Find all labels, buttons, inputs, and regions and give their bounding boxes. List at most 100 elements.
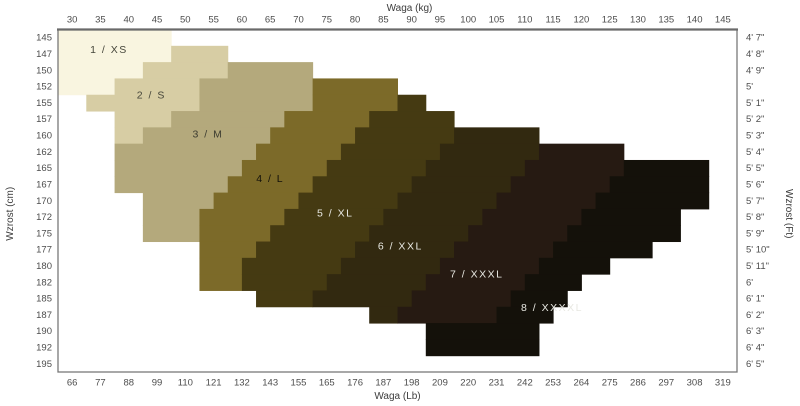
y-tick-cm: 180	[36, 261, 52, 272]
size-region-xxxxl	[567, 225, 681, 243]
size-region-xxl	[369, 306, 398, 324]
size-region-label-m: 3 / M	[193, 129, 224, 141]
y-tick-ft: 5' 5"	[746, 163, 764, 174]
y-tick-cm: 195	[36, 359, 52, 370]
x-tick-lb: 99	[152, 378, 163, 389]
size-region-label-xxl: 6 / XXL	[378, 240, 423, 252]
x-tick-kg: 60	[237, 15, 248, 26]
y-tick-cm: 147	[36, 49, 52, 60]
size-region-xxxxl	[496, 306, 554, 324]
size-region-xl	[298, 192, 398, 210]
size-region-xxl	[439, 143, 540, 161]
y-tick-cm: 187	[36, 310, 52, 321]
y-tick-ft: 4' 7"	[746, 33, 764, 44]
x-tick-lb: 187	[375, 378, 391, 389]
x-tick-lb: 242	[517, 378, 533, 389]
x-tick-kg: 50	[180, 15, 191, 26]
size-region-xxl	[454, 127, 540, 145]
size-region-l	[199, 257, 243, 275]
x-tick-lb: 121	[206, 378, 222, 389]
size-region-m	[114, 159, 243, 177]
size-region-xxxxl	[553, 241, 653, 259]
size-region-xxxl	[496, 192, 597, 210]
x-tick-kg: 35	[95, 15, 106, 26]
size-region-m	[199, 78, 314, 96]
x-tick-lb: 88	[123, 378, 134, 389]
size-region-xxl	[397, 192, 498, 210]
y-tick-cm: 170	[36, 196, 52, 207]
size-region-l	[312, 78, 398, 96]
x-axis-title-top: Waga (kg)	[387, 3, 433, 14]
y-tick-cm: 177	[36, 245, 52, 256]
x-tick-kg: 85	[378, 15, 389, 26]
x-tick-lb: 286	[630, 378, 646, 389]
x-tick-kg: 70	[293, 15, 304, 26]
size-region-xxxxl	[524, 274, 582, 291]
y-tick-cm: 165	[36, 163, 52, 174]
size-region-xxl	[355, 241, 455, 259]
size-region-xl	[284, 208, 384, 226]
size-region-xxxxl	[609, 176, 710, 194]
y-tick-cm: 152	[36, 82, 52, 93]
size-region-xl	[256, 290, 314, 308]
x-tick-kg: 95	[435, 15, 446, 26]
x-tick-kg: 110	[517, 15, 532, 26]
y-tick-ft: 5' 2"	[746, 114, 764, 125]
x-tick-kg: 80	[350, 15, 361, 26]
size-region-label-s: 2 / S	[137, 90, 166, 102]
x-tick-kg: 30	[67, 15, 78, 26]
size-region-s	[142, 62, 229, 79]
y-tick-cm: 162	[36, 147, 52, 158]
x-tick-kg: 120	[573, 15, 589, 26]
y-axis-title-left: Wzrost (cm)	[5, 187, 16, 241]
size-region-m	[142, 192, 215, 210]
size-region-m	[171, 111, 285, 128]
y-tick-cm: 172	[36, 212, 52, 223]
x-tick-lb: 143	[262, 378, 278, 389]
size-region-m	[114, 176, 229, 194]
size-region-m	[142, 208, 200, 226]
size-region-xxxxl	[425, 339, 540, 357]
y-tick-ft: 6' 5"	[746, 359, 764, 370]
y-tick-ft: 5' 1"	[746, 98, 764, 109]
size-region-xl	[241, 274, 328, 291]
x-tick-kg: 115	[546, 15, 561, 26]
size-region-xxxl	[524, 159, 625, 177]
x-tick-kg: 100	[460, 15, 476, 26]
x-tick-lb: 77	[95, 378, 106, 389]
size-region-xxxl	[439, 257, 540, 275]
size-region-label-l: 4 / L	[256, 173, 284, 185]
size-region-xxl	[340, 257, 441, 275]
size-region-l	[213, 192, 299, 210]
size-region-l	[270, 127, 356, 145]
x-tick-lb: 319	[715, 378, 731, 389]
x-tick-kg: 55	[208, 15, 219, 26]
y-tick-cm: 190	[36, 326, 52, 337]
y-tick-ft: 5' 8"	[746, 212, 764, 223]
y-axis-title-right: Wzrost (Ft)	[783, 189, 794, 238]
x-tick-lb: 231	[489, 378, 505, 389]
y-tick-cm: 150	[36, 65, 52, 76]
x-tick-kg: 75	[321, 15, 332, 26]
y-tick-cm: 175	[36, 228, 52, 239]
size-region-xl	[326, 159, 427, 177]
size-region-xxl	[326, 274, 427, 291]
x-tick-kg: 130	[630, 15, 646, 26]
size-region-s	[171, 45, 229, 63]
x-tick-kg: 40	[123, 15, 134, 26]
size-region-l	[284, 111, 370, 128]
x-tick-kg: 65	[265, 15, 276, 26]
size-region-xxxxl	[538, 257, 611, 275]
x-tick-lb: 297	[658, 378, 674, 389]
y-tick-ft: 5'	[746, 82, 753, 93]
size-region-xxxxl	[581, 208, 681, 226]
y-tick-ft: 6'	[746, 277, 753, 288]
size-region-xxxxl	[510, 290, 568, 308]
size-region-xl	[270, 225, 370, 243]
size-region-l	[227, 176, 314, 194]
size-region-s	[114, 111, 172, 128]
y-tick-cm: 155	[36, 98, 52, 109]
x-tick-lb: 308	[687, 378, 703, 389]
size-region-l	[241, 159, 328, 177]
